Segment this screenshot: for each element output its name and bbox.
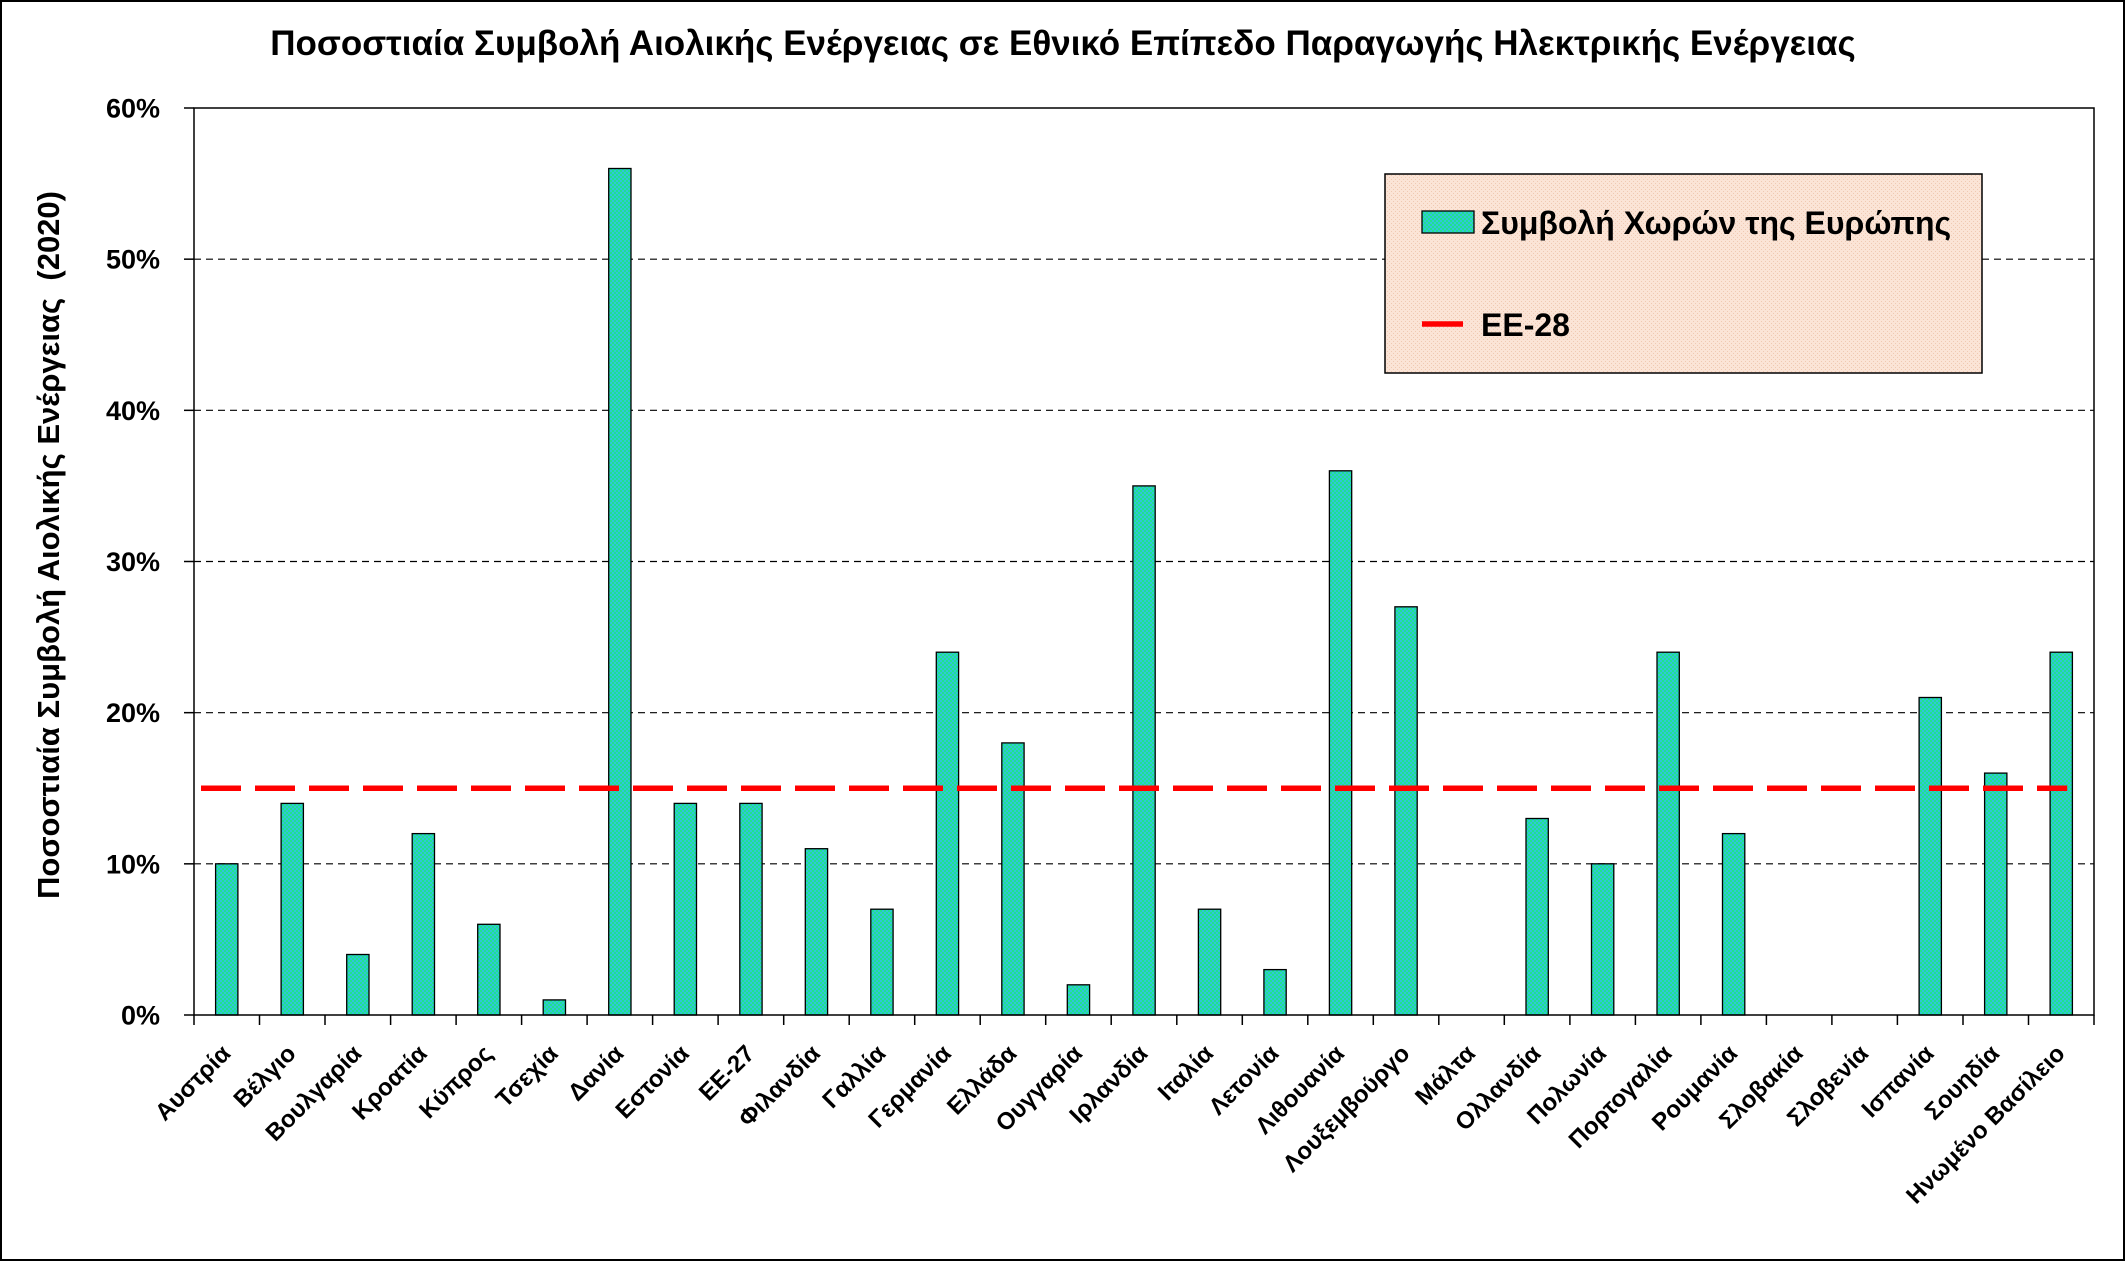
y-axis-label: Ποσοστιαία Συμβολή Αιολικής Ενέργειας (2… [31,191,66,899]
bar-series [214,167,2074,1016]
bar [1328,470,1353,1016]
bar [1721,832,1746,1016]
y-tick-label: 60% [106,94,160,124]
bar [1918,696,1943,1016]
bar [2049,651,2074,1016]
bar [870,908,894,1016]
bar [1197,908,1222,1016]
y-tick-label: 30% [106,547,160,577]
y-tick-label: 50% [106,245,160,275]
bar [739,802,763,1016]
bar [214,863,239,1016]
bar [1132,485,1156,1016]
bar [1066,984,1091,1016]
bar [804,848,829,1016]
bar [542,999,567,1016]
y-tick-label: 20% [106,698,160,728]
bar [280,802,305,1016]
bar [346,953,370,1016]
bar [477,923,501,1016]
bar [1394,606,1418,1016]
bar [1656,651,1680,1016]
bar [411,832,436,1016]
legend: Συμβολή Χωρών της Ευρώπης ΕΕ-28 [1384,173,1983,374]
bar [1525,817,1549,1016]
bar [1001,742,1025,1016]
legend-swatch-bar [1421,210,1475,234]
legend-box [1384,173,1983,374]
bar [1590,863,1615,1016]
bar [1263,968,1287,1016]
bar [935,651,960,1016]
legend-label-ee28: ΕΕ-28 [1481,307,1570,343]
y-axis: 0% 10% 20% 30% 40% 50% 60% [106,94,194,1031]
y-tick-label: 0% [121,1001,160,1031]
y-tick-label: 10% [106,849,160,879]
bar [673,802,698,1016]
bar [1983,772,2008,1016]
legend-label-bars: Συμβολή Χωρών της Ευρώπης [1481,205,1951,241]
bar [608,167,632,1016]
y-tick-label: 40% [106,396,160,426]
chart-title: Ποσοστιαία Συμβολή Αιολικής Ενέργειας σε… [270,24,1855,63]
